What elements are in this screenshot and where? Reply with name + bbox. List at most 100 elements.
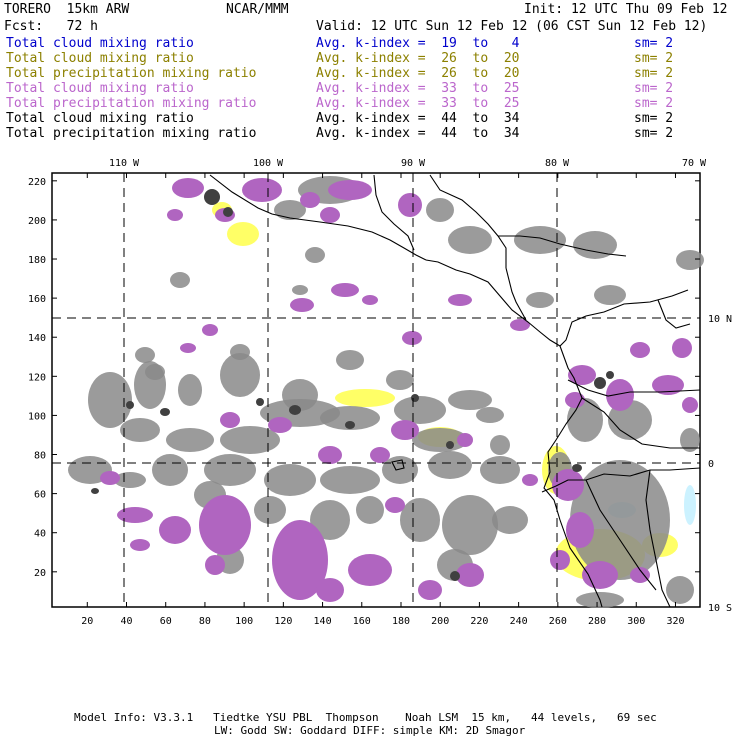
y-tick-label: 200 <box>28 216 46 227</box>
gray-cloud-field <box>594 285 626 305</box>
magenta-cloud-field <box>566 512 594 548</box>
coastline <box>581 397 700 449</box>
coastline <box>391 459 405 471</box>
longitude-label: 100 W <box>253 158 284 169</box>
gray-cloud-field <box>336 350 364 370</box>
magenta-cloud-field <box>100 471 120 485</box>
x-tick-label: 240 <box>510 616 528 627</box>
x-tick-label: 160 <box>353 616 371 627</box>
gray-cloud-field <box>320 466 380 494</box>
longitude-label: 80 W <box>545 158 570 169</box>
magenta-cloud-field <box>682 397 698 413</box>
latitude-label: 10 N <box>708 314 732 325</box>
dark-cloud-core <box>204 189 220 205</box>
magenta-cloud-field <box>630 342 650 358</box>
y-tick-label: 100 <box>28 411 46 422</box>
magenta-cloud-field <box>510 319 530 331</box>
gray-cloud-field <box>526 292 554 308</box>
gray-cloud-field <box>145 364 165 380</box>
legend-sm: sm= 2 <box>634 81 674 96</box>
coastline <box>541 467 701 493</box>
cyan-field <box>684 485 696 525</box>
y-tick-label: 40 <box>34 529 46 540</box>
dark-cloud-core <box>256 398 264 406</box>
legend-sm: sm= 2 <box>634 126 674 141</box>
magenta-cloud-field <box>172 178 204 198</box>
gray-cloud-field <box>178 374 202 406</box>
magenta-cloud-field <box>159 516 191 544</box>
gray-cloud-field <box>514 226 566 254</box>
gray-cloud-field <box>220 426 280 454</box>
dark-cloud-core <box>446 441 454 449</box>
legend-kindex: Avg. k-index = 33 to 25 <box>316 96 520 111</box>
coastline <box>567 379 701 397</box>
x-tick-label: 60 <box>160 616 172 627</box>
latitude-label: 10 S <box>708 603 732 614</box>
magenta-cloud-field <box>242 178 282 202</box>
gray-cloud-field <box>170 272 190 288</box>
gray-cloud-field <box>310 500 350 540</box>
x-tick-label: 200 <box>431 616 449 627</box>
gray-cloud-field <box>166 428 214 452</box>
dark-cloud-core <box>160 408 170 416</box>
magenta-cloud-field <box>418 580 442 600</box>
magenta-cloud-field <box>398 193 422 217</box>
legend-kindex: Avg. k-index = 26 to 20 <box>316 66 520 81</box>
magenta-cloud-field <box>331 283 359 297</box>
dark-cloud-core <box>126 401 134 409</box>
magenta-cloud-field <box>552 469 584 501</box>
y-tick-label: 120 <box>28 372 46 383</box>
legend-field: Total cloud mixing ratio <box>6 111 194 126</box>
gray-cloud-field <box>394 396 446 424</box>
magenta-cloud-field <box>180 343 196 353</box>
gray-cloud-field <box>676 250 704 270</box>
coastline <box>645 469 671 608</box>
gray-cloud-field <box>492 506 528 534</box>
legend-field: Total cloud mixing ratio <box>6 51 194 66</box>
magenta-cloud-field <box>328 180 372 200</box>
dark-cloud-core <box>223 207 233 217</box>
magenta-cloud-field <box>630 567 650 583</box>
legend-sm: sm= 2 <box>634 96 674 111</box>
x-tick-label: 180 <box>392 616 410 627</box>
legend-kindex: Avg. k-index = 44 to 34 <box>316 111 520 126</box>
magenta-cloud-field <box>385 497 405 513</box>
gray-cloud-field <box>570 460 670 580</box>
gray-cloud-field <box>135 347 155 363</box>
y-tick-label: 20 <box>34 568 46 579</box>
longitude-label: 90 W <box>401 158 426 169</box>
gray-cloud-field <box>448 390 492 410</box>
magenta-cloud-field <box>652 375 684 395</box>
y-tick-label: 60 <box>34 490 46 501</box>
y-tick-label: 220 <box>28 177 46 188</box>
magenta-cloud-field <box>457 433 473 447</box>
gray-cloud-field <box>386 370 414 390</box>
magenta-cloud-field <box>582 561 618 589</box>
legend-kindex: Avg. k-index = 33 to 25 <box>316 81 520 96</box>
gray-cloud-field <box>230 344 250 360</box>
y-tick-label: 160 <box>28 294 46 305</box>
valid-time: Valid: 12 UTC Sun 12 Feb 12 (06 CST Sun … <box>316 19 708 34</box>
gray-cloud-field <box>666 576 694 604</box>
magenta-cloud-field <box>199 495 251 555</box>
gray-cloud-field <box>480 456 520 484</box>
x-tick-label: 40 <box>120 616 132 627</box>
magenta-cloud-field <box>318 446 342 464</box>
magenta-cloud-field <box>320 207 340 223</box>
legend-field: Total precipitation mixing ratio <box>6 126 257 141</box>
coastline <box>543 345 603 608</box>
y-tick-label: 80 <box>34 451 46 462</box>
legend-sm: sm= 2 <box>634 51 674 66</box>
magenta-cloud-field <box>300 192 320 208</box>
latitude-label: 0 <box>708 459 714 470</box>
legend-sm: sm= 2 <box>634 66 674 81</box>
longitude-label: 70 W <box>682 158 707 169</box>
dark-cloud-core <box>289 405 301 415</box>
legend-kindex: Avg. k-index = 44 to 34 <box>316 126 520 141</box>
gray-cloud-field <box>204 454 256 486</box>
footer-schemes: LW: Godd SW: Goddard DIFF: simple KM: 2D… <box>214 724 526 737</box>
magenta-cloud-field <box>565 392 585 408</box>
magenta-cloud-field <box>117 507 153 523</box>
magenta-cloud-field <box>205 555 225 575</box>
